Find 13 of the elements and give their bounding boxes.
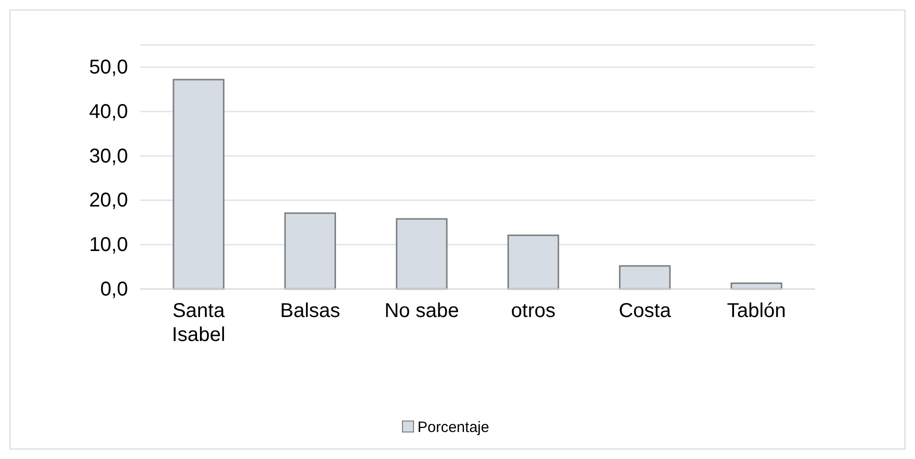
y-tick-label: 40,0 xyxy=(89,100,128,123)
y-tick-label: 20,0 xyxy=(89,190,128,212)
y-tick-label: 10,0 xyxy=(89,234,128,256)
x-tick-label: Santa Isabel xyxy=(172,300,226,346)
x-tick-label: Tablón xyxy=(726,300,786,322)
y-tick-label: 30,0 xyxy=(89,145,128,168)
legend-label: Porcentaje xyxy=(418,419,490,436)
x-tick-label: Costa xyxy=(618,300,672,322)
x-tick-label: Balsas xyxy=(280,300,340,322)
y-tick-label: 50,0 xyxy=(89,56,128,79)
x-tick-label: No sabe xyxy=(384,300,459,322)
y-tick-label: 0,0 xyxy=(100,278,128,300)
x-tick-label: otros xyxy=(511,300,556,322)
